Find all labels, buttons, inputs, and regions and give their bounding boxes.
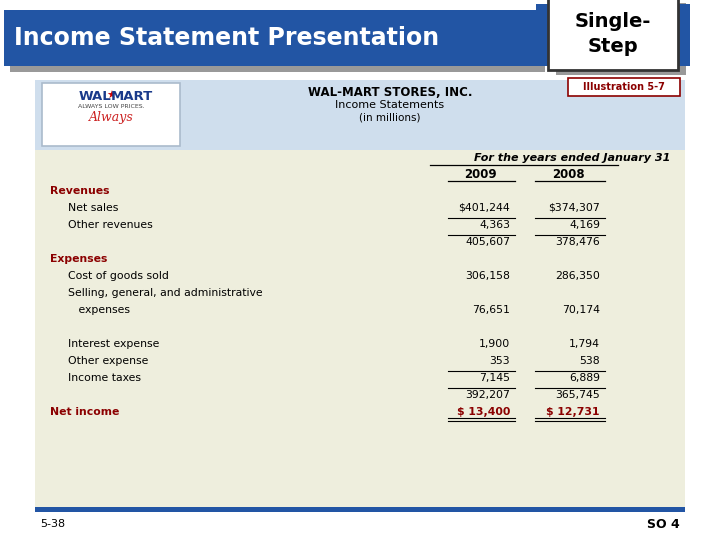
Text: SO 4: SO 4 bbox=[647, 517, 680, 530]
Text: 70,174: 70,174 bbox=[562, 305, 600, 315]
Text: WAL: WAL bbox=[78, 90, 111, 103]
Bar bbox=[536, 4, 554, 66]
Bar bbox=[10, 14, 545, 72]
Text: $ 12,731: $ 12,731 bbox=[546, 407, 600, 417]
Bar bbox=[35, 507, 685, 512]
Text: Net income: Net income bbox=[50, 407, 120, 417]
Text: $401,244: $401,244 bbox=[458, 203, 510, 213]
Text: Net sales: Net sales bbox=[68, 203, 118, 213]
Bar bbox=[568, 78, 680, 96]
Text: ★: ★ bbox=[106, 91, 116, 101]
Text: 7,145: 7,145 bbox=[479, 373, 510, 383]
Text: Revenues: Revenues bbox=[50, 186, 109, 196]
Text: Selling, general, and administrative: Selling, general, and administrative bbox=[68, 288, 263, 298]
Text: 306,158: 306,158 bbox=[465, 271, 510, 281]
Text: Single-
Step: Single- Step bbox=[575, 12, 651, 56]
Text: 1,794: 1,794 bbox=[569, 339, 600, 349]
Bar bbox=[4, 10, 539, 66]
Bar bbox=[548, 0, 678, 70]
Text: 405,607: 405,607 bbox=[465, 237, 510, 247]
Text: Other expense: Other expense bbox=[68, 356, 148, 366]
Text: 286,350: 286,350 bbox=[555, 271, 600, 281]
Text: 1,900: 1,900 bbox=[479, 339, 510, 349]
Text: Interest expense: Interest expense bbox=[68, 339, 159, 349]
Text: 353: 353 bbox=[490, 356, 510, 366]
Text: Income taxes: Income taxes bbox=[68, 373, 141, 383]
Text: (in millions): (in millions) bbox=[359, 112, 420, 122]
Text: 4,169: 4,169 bbox=[569, 220, 600, 230]
Text: Income Statement Presentation: Income Statement Presentation bbox=[14, 26, 439, 50]
Bar bbox=[42, 83, 180, 146]
Text: 6,889: 6,889 bbox=[569, 373, 600, 383]
Text: 365,745: 365,745 bbox=[555, 390, 600, 400]
Text: 2008: 2008 bbox=[552, 167, 585, 180]
Text: 538: 538 bbox=[580, 356, 600, 366]
Text: Expenses: Expenses bbox=[50, 254, 107, 264]
Text: WAL-MART STORES, INC.: WAL-MART STORES, INC. bbox=[307, 85, 472, 98]
Bar bbox=[672, 4, 690, 66]
Text: ALWAYS LOW PRICES.: ALWAYS LOW PRICES. bbox=[78, 104, 144, 109]
Text: MART: MART bbox=[111, 90, 153, 103]
Text: Always: Always bbox=[89, 111, 133, 125]
Bar bbox=[35, 80, 685, 150]
Text: 378,476: 378,476 bbox=[555, 237, 600, 247]
Text: For the years ended January 31: For the years ended January 31 bbox=[474, 153, 670, 163]
Text: 4,363: 4,363 bbox=[479, 220, 510, 230]
Text: $374,307: $374,307 bbox=[548, 203, 600, 213]
Text: expenses: expenses bbox=[68, 305, 130, 315]
Bar bbox=[556, 3, 686, 75]
Text: Other revenues: Other revenues bbox=[68, 220, 153, 230]
Text: 392,207: 392,207 bbox=[465, 390, 510, 400]
Text: 5-38: 5-38 bbox=[40, 519, 65, 529]
Text: Income Statements: Income Statements bbox=[336, 100, 444, 110]
Text: Cost of goods sold: Cost of goods sold bbox=[68, 271, 169, 281]
Text: 76,651: 76,651 bbox=[472, 305, 510, 315]
Text: $ 13,400: $ 13,400 bbox=[456, 407, 510, 417]
Text: Illustration 5-7: Illustration 5-7 bbox=[583, 82, 665, 92]
Text: 2009: 2009 bbox=[464, 167, 496, 180]
Bar bbox=[35, 80, 685, 512]
